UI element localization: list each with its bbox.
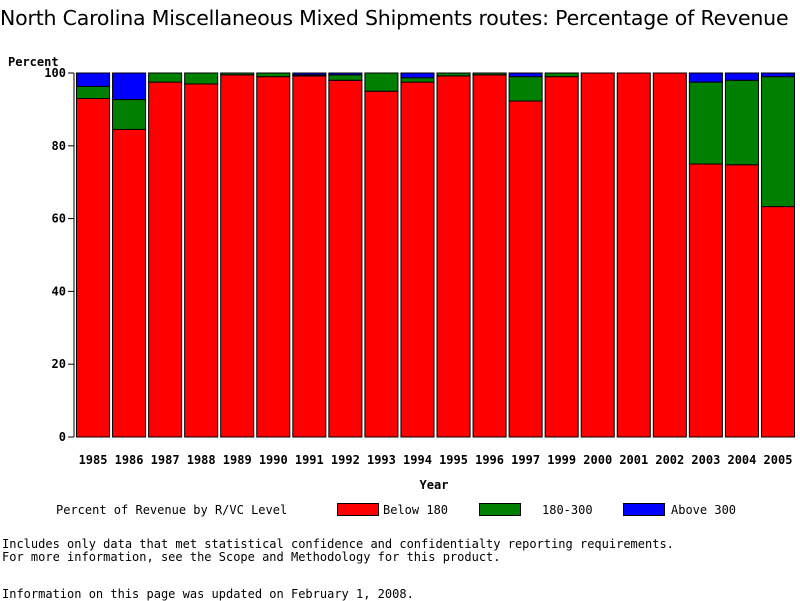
x-tick-label: 1988 bbox=[187, 453, 216, 467]
note-methodology: For more information, see the Scope and … bbox=[2, 550, 501, 564]
bar-segment-1986-below-180 bbox=[112, 128, 147, 438]
bar-segment-2004-180-300 bbox=[724, 79, 759, 166]
x-tick-label: 2002 bbox=[655, 453, 684, 467]
bar-segment-2001-below-180 bbox=[616, 72, 651, 438]
bar-segment-1994-180-300 bbox=[400, 77, 435, 83]
bar-segment-1990-below-180 bbox=[256, 76, 291, 438]
bar-segment-2002-below-180 bbox=[652, 72, 687, 438]
bar-segment-1985-below-180 bbox=[76, 97, 111, 438]
x-tick-label: 2001 bbox=[619, 453, 648, 467]
legend-swatch-below-180 bbox=[337, 503, 379, 516]
legend-label-180-300: 180-300 bbox=[542, 503, 593, 517]
bar-segment-1987-below-180 bbox=[148, 81, 183, 438]
bar-segment-2005-below-180 bbox=[760, 206, 796, 438]
legend-label-below-180: Below 180 bbox=[383, 503, 449, 517]
legend-swatch-180-300 bbox=[479, 503, 521, 516]
note-statistical: Includes only data that met statistical … bbox=[2, 537, 674, 551]
legend-swatch-above-300 bbox=[623, 503, 665, 516]
bar-segment-2004-below-180 bbox=[724, 164, 759, 438]
bar-segment-1991-below-180 bbox=[292, 75, 327, 438]
legend-label-above-300: Above 300 bbox=[671, 503, 737, 517]
bar-segment-2003-above-300 bbox=[688, 72, 723, 83]
bar-segment-1992-below-180 bbox=[328, 79, 363, 438]
bar-segment-1990-180-300 bbox=[256, 72, 291, 78]
bar-segment-1986-180-300 bbox=[112, 99, 147, 130]
bar-segment-2004-above-300 bbox=[724, 72, 759, 81]
x-tick-label: 1987 bbox=[151, 453, 180, 467]
bar-segment-1997-above-300 bbox=[508, 72, 543, 78]
x-tick-label: 1985 bbox=[79, 453, 108, 467]
bar-segment-2003-below-180 bbox=[688, 163, 723, 438]
x-tick-label: 1994 bbox=[403, 453, 432, 467]
x-axis-label: Year bbox=[420, 478, 449, 492]
bars-group bbox=[76, 72, 796, 438]
x-tick-label: 1993 bbox=[367, 453, 396, 467]
note-updated: Information on this page was updated on … bbox=[2, 587, 414, 601]
bar-segment-1987-180-300 bbox=[148, 72, 183, 83]
bar-segment-2000-below-180 bbox=[580, 72, 615, 438]
x-tick-label: 1996 bbox=[475, 453, 504, 467]
x-tick-label: 1991 bbox=[295, 453, 324, 467]
y-tick-label: 20 bbox=[52, 357, 66, 371]
x-tick-label: 1997 bbox=[511, 453, 540, 467]
y-tick-label: 100 bbox=[44, 66, 66, 80]
bar-segment-1992-180-300 bbox=[328, 74, 363, 81]
y-axis-label: Percent bbox=[8, 55, 59, 69]
bar-segment-1996-below-180 bbox=[472, 74, 507, 438]
bar-segment-1999-180-300 bbox=[544, 72, 579, 78]
bar-segment-1997-180-300 bbox=[508, 76, 543, 102]
bar-segment-1989-180-300 bbox=[220, 72, 255, 76]
bar-segment-1986-above-300 bbox=[112, 72, 147, 101]
y-tick-label: 40 bbox=[52, 284, 66, 298]
bar-segment-1994-below-180 bbox=[400, 81, 435, 438]
legend: Percent of Revenue by R/VC Level Below 1… bbox=[56, 503, 796, 519]
bar-segment-1985-180-300 bbox=[76, 85, 111, 99]
bar-segment-1988-below-180 bbox=[184, 83, 219, 438]
y-axis: 0 20 40 60 80 100 bbox=[44, 66, 75, 444]
y-tick-label: 60 bbox=[52, 212, 66, 226]
x-tick-label: 1986 bbox=[115, 453, 144, 467]
bar-segment-1995-180-300 bbox=[436, 72, 471, 77]
x-tick-label: 2005 bbox=[764, 453, 793, 467]
bar-segment-1985-above-300 bbox=[76, 72, 111, 87]
bar-segment-1993-below-180 bbox=[364, 90, 399, 438]
bar-segment-1997-below-180 bbox=[508, 100, 543, 438]
y-tick-label: 0 bbox=[59, 430, 66, 444]
bar-segment-1995-below-180 bbox=[436, 75, 471, 438]
x-tick-label: 1999 bbox=[547, 453, 576, 467]
x-tick-labels: 1985 1986 1987 1988 1989 1990 1991 1992 1993 1994… bbox=[79, 453, 793, 467]
bar-segment-1991-above-300 bbox=[292, 72, 327, 76]
bar-segment-1999-below-180 bbox=[544, 76, 579, 438]
chart-title: North Carolina Miscellaneous Mixed Shipm… bbox=[0, 6, 789, 30]
x-tick-label: 1992 bbox=[331, 453, 360, 467]
x-tick-label: 1989 bbox=[223, 453, 252, 467]
x-tick-label: 1990 bbox=[259, 453, 288, 467]
bar-segment-1992-above-300 bbox=[328, 72, 363, 76]
x-tick-label: 2000 bbox=[583, 453, 612, 467]
bar-segment-2005-180-300 bbox=[760, 76, 796, 208]
legend-title: Percent of Revenue by R/VC Level bbox=[56, 503, 288, 517]
x-tick-label: 2004 bbox=[727, 453, 756, 467]
bar-segment-2003-180-300 bbox=[688, 81, 723, 165]
x-tick-label: 2003 bbox=[691, 453, 720, 467]
bar-segment-1989-below-180 bbox=[220, 74, 255, 438]
bar-segment-1994-above-300 bbox=[400, 72, 435, 79]
bar-segment-2005-above-300 bbox=[760, 72, 796, 78]
bar-segment-1988-180-300 bbox=[184, 72, 219, 85]
bar-segment-1996-180-300 bbox=[472, 72, 507, 76]
bar-segment-1993-180-300 bbox=[364, 72, 399, 92]
x-tick-label: 1995 bbox=[439, 453, 468, 467]
y-tick-label: 80 bbox=[52, 139, 66, 153]
